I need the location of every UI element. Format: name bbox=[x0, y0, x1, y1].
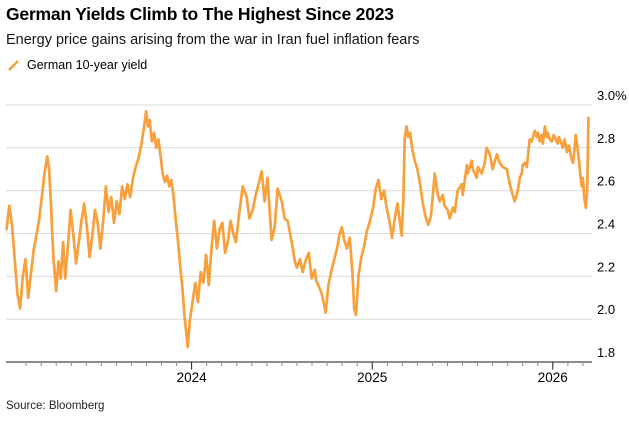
x-axis-label: 2026 bbox=[538, 370, 568, 385]
y-axis-label: 1.8 bbox=[597, 345, 615, 360]
legend: German 10-year yield bbox=[7, 58, 147, 72]
source-note: Source: Bloomberg bbox=[6, 400, 105, 412]
x-axis-label: 2024 bbox=[177, 370, 208, 385]
y-axis-label: 2.2 bbox=[597, 259, 615, 274]
yield-line-series bbox=[5, 110, 590, 349]
y-axis-label: 2.6 bbox=[597, 174, 615, 189]
legend-label: German 10-year yield bbox=[27, 58, 148, 72]
chart-title: German Yields Climb to The Highest Since… bbox=[6, 4, 394, 24]
slash-icon bbox=[8, 59, 19, 71]
x-axis-label: 2025 bbox=[357, 370, 387, 385]
y-axis-label: 2.8 bbox=[597, 131, 615, 146]
y-axis-label: 3.0% bbox=[597, 88, 627, 103]
y-axis-label: 2.0 bbox=[597, 302, 615, 317]
y-axis-label: 2.4 bbox=[597, 217, 615, 232]
chart-subtitle: Energy price gains arising from the war … bbox=[6, 32, 420, 48]
